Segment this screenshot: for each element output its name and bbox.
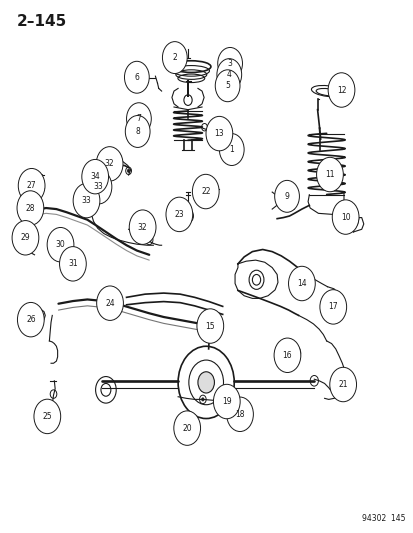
Circle shape: [59, 247, 86, 281]
Circle shape: [127, 169, 130, 172]
Circle shape: [216, 59, 241, 91]
Text: 25: 25: [43, 412, 52, 421]
Circle shape: [82, 159, 108, 194]
Text: 33: 33: [81, 196, 91, 205]
Text: 10: 10: [340, 213, 349, 222]
Circle shape: [34, 399, 61, 434]
Text: 16: 16: [282, 351, 292, 360]
Text: 9: 9: [284, 192, 289, 201]
Circle shape: [332, 200, 358, 235]
Text: 22: 22: [201, 187, 210, 196]
Text: 27: 27: [27, 181, 36, 190]
Text: 21: 21: [337, 380, 347, 389]
Circle shape: [206, 116, 232, 151]
Circle shape: [219, 134, 244, 165]
Circle shape: [129, 210, 156, 245]
Circle shape: [224, 399, 226, 402]
Text: 5: 5: [225, 81, 230, 90]
Circle shape: [288, 266, 315, 301]
Circle shape: [192, 174, 218, 209]
Text: 1: 1: [229, 145, 234, 154]
Text: 14: 14: [297, 279, 306, 288]
Circle shape: [215, 70, 240, 102]
Circle shape: [173, 411, 200, 446]
Text: 18: 18: [235, 410, 244, 419]
Circle shape: [73, 183, 100, 218]
Circle shape: [85, 169, 112, 204]
Text: 26: 26: [26, 315, 36, 324]
Circle shape: [60, 236, 63, 239]
Text: 8: 8: [135, 127, 140, 136]
Text: 24: 24: [105, 298, 114, 308]
Circle shape: [18, 168, 45, 203]
Circle shape: [12, 221, 39, 255]
Text: 20: 20: [182, 424, 192, 433]
Circle shape: [92, 184, 95, 189]
Text: 31: 31: [68, 260, 78, 268]
Text: 23: 23: [174, 210, 184, 219]
Circle shape: [197, 309, 223, 343]
Text: 29: 29: [21, 233, 30, 243]
Text: 4: 4: [226, 70, 231, 79]
Circle shape: [217, 47, 242, 79]
Circle shape: [126, 103, 151, 135]
Text: 17: 17: [328, 302, 337, 311]
Circle shape: [117, 156, 119, 159]
Text: 7: 7: [136, 114, 141, 123]
Circle shape: [226, 397, 253, 432]
Circle shape: [17, 191, 44, 225]
Text: 30: 30: [55, 240, 65, 249]
Text: 13: 13: [214, 129, 224, 138]
Text: 19: 19: [221, 397, 231, 406]
Circle shape: [213, 384, 240, 419]
Circle shape: [293, 350, 297, 356]
Circle shape: [125, 116, 150, 148]
Text: 6: 6: [134, 72, 139, 82]
Circle shape: [166, 197, 192, 232]
Text: 32: 32: [104, 159, 114, 168]
Circle shape: [274, 180, 299, 212]
Circle shape: [47, 228, 74, 262]
Circle shape: [328, 73, 354, 107]
Circle shape: [316, 157, 342, 192]
Circle shape: [162, 42, 187, 74]
Text: 94302  145: 94302 145: [361, 514, 404, 523]
Circle shape: [147, 238, 150, 242]
Text: 3: 3: [227, 59, 232, 68]
Circle shape: [124, 61, 149, 93]
Circle shape: [197, 372, 214, 393]
Circle shape: [329, 367, 356, 402]
Text: 2: 2: [172, 53, 177, 62]
Circle shape: [81, 196, 85, 200]
Text: 15: 15: [205, 321, 215, 330]
Circle shape: [201, 398, 204, 401]
Circle shape: [273, 338, 300, 373]
Text: 2–145: 2–145: [17, 14, 67, 29]
Circle shape: [319, 289, 346, 324]
Text: 11: 11: [325, 170, 334, 179]
Circle shape: [17, 302, 44, 337]
Text: 34: 34: [90, 172, 100, 181]
Circle shape: [96, 286, 123, 320]
Text: 12: 12: [336, 85, 345, 94]
Text: 28: 28: [26, 204, 35, 213]
Text: 32: 32: [138, 223, 147, 232]
Text: 33: 33: [93, 182, 103, 191]
Circle shape: [96, 147, 123, 181]
